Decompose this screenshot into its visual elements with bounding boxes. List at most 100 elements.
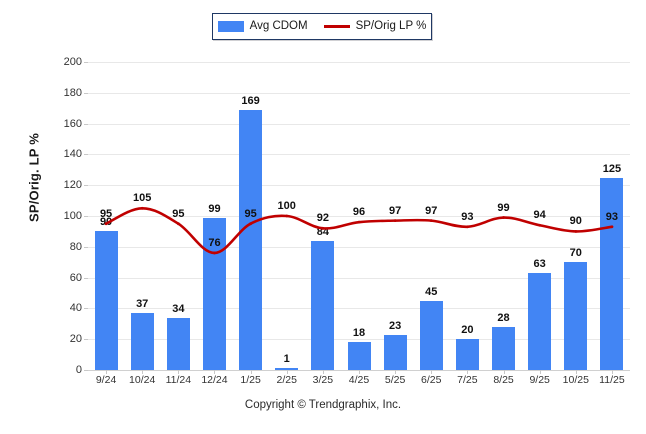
x-tick-label: 6/25 xyxy=(421,374,442,386)
y-tickmark xyxy=(84,154,88,156)
bar[interactable] xyxy=(239,109,263,370)
y-tickmark xyxy=(84,277,88,279)
y-tick-label: 180 xyxy=(63,86,82,99)
line-value-label: 93 xyxy=(461,210,474,223)
line-point[interactable] xyxy=(176,222,180,226)
y-gridline xyxy=(88,308,630,310)
x-tickmark xyxy=(142,370,144,374)
y-tick-label: 60 xyxy=(69,271,82,284)
line-point[interactable] xyxy=(357,220,361,224)
y-tick-label: 100 xyxy=(63,210,82,222)
y-tick-label: 40 xyxy=(69,302,82,315)
bar[interactable] xyxy=(455,339,479,370)
line-point[interactable] xyxy=(429,219,433,223)
x-tick-label: 1/25 xyxy=(240,374,261,386)
line-value-label: 90 xyxy=(569,215,582,228)
x-tick-label: 4/25 xyxy=(348,374,370,386)
bar[interactable] xyxy=(166,317,190,370)
line-value-label: 100 xyxy=(277,200,296,212)
y-tickmark xyxy=(84,339,88,341)
chart-legend: Avg CDOM SP/Orig LP % xyxy=(212,13,432,40)
x-tick-label: 9/24 xyxy=(95,374,117,386)
bar[interactable] xyxy=(600,177,624,370)
y-tick-label: 120 xyxy=(63,179,82,192)
legend-label-avg-cdom: Avg CDOM xyxy=(249,19,308,32)
line-value-label: 95 xyxy=(172,207,185,220)
line-point[interactable] xyxy=(321,226,325,230)
y-tick-label: 140 xyxy=(63,148,82,161)
x-tickmark xyxy=(286,370,288,374)
bar[interactable] xyxy=(564,262,588,370)
line-value-label: 95 xyxy=(244,207,257,220)
x-tickmark xyxy=(106,370,108,374)
bar[interactable] xyxy=(347,342,371,370)
bar[interactable] xyxy=(528,272,552,370)
y-gridline xyxy=(88,185,630,187)
legend-item-sp-orig-lp[interactable]: SP/Orig LP % xyxy=(323,20,426,33)
y-tick-label: 160 xyxy=(63,117,82,130)
legend-item-avg-cdom[interactable]: Avg CDOM xyxy=(217,19,308,33)
x-tick-label: 10/25 xyxy=(562,374,589,386)
x-tickmark xyxy=(503,370,505,374)
bar-value-label: 18 xyxy=(352,327,366,340)
line-point[interactable] xyxy=(285,214,289,218)
line-value-label: 95 xyxy=(99,207,113,220)
y-tick-label: 0 xyxy=(75,364,82,376)
bar-value-label: 125 xyxy=(602,162,622,175)
y-tick-label: 200 xyxy=(63,56,82,68)
line-point[interactable] xyxy=(574,230,578,233)
line-value-label: 94 xyxy=(533,209,546,222)
bar[interactable] xyxy=(130,313,154,370)
y-tickmark xyxy=(84,123,88,125)
x-tickmark xyxy=(575,370,577,374)
line-point[interactable] xyxy=(502,216,505,219)
bar-value-label: 99 xyxy=(208,202,221,215)
bar[interactable] xyxy=(419,300,443,370)
line-point[interactable] xyxy=(249,222,253,226)
line-point[interactable] xyxy=(104,222,108,226)
line-point[interactable] xyxy=(140,206,144,210)
x-tick-label: 5/25 xyxy=(384,374,406,386)
line-point[interactable] xyxy=(610,225,614,229)
x-tick-label: 2/25 xyxy=(276,374,297,386)
bar[interactable] xyxy=(202,217,226,370)
x-tick-label: 3/25 xyxy=(312,374,334,386)
line-point[interactable] xyxy=(213,251,216,255)
x-tickmark xyxy=(214,370,216,374)
x-tick-label: 11/24 xyxy=(165,374,192,386)
line-point[interactable] xyxy=(393,219,397,223)
bar[interactable] xyxy=(94,231,118,370)
x-tick-label: 11/25 xyxy=(599,374,625,386)
y-tickmark xyxy=(84,92,88,94)
bar[interactable] xyxy=(383,334,407,370)
line-value-label: 92 xyxy=(316,212,329,225)
y-gridline xyxy=(88,216,630,217)
x-tick-label: 8/25 xyxy=(493,374,514,386)
y-tickmark xyxy=(84,216,88,217)
y-gridline xyxy=(88,62,630,63)
bar[interactable] xyxy=(311,240,335,370)
line-point[interactable] xyxy=(538,223,542,227)
x-tickmark xyxy=(322,370,324,374)
line-swatch-icon xyxy=(323,25,350,28)
y-tick-label: 80 xyxy=(69,240,82,253)
bar-value-label: 1 xyxy=(283,353,290,366)
line-value-label: 97 xyxy=(389,204,402,217)
y-gridline xyxy=(88,92,630,94)
bar[interactable] xyxy=(492,326,516,370)
bar-value-label: 45 xyxy=(425,285,438,298)
bar[interactable] xyxy=(275,368,299,370)
bar-value-label: 70 xyxy=(569,247,582,260)
line-series-sp-orig-lp xyxy=(104,206,614,255)
y-gridline xyxy=(88,154,630,156)
x-tick-label: 9/25 xyxy=(529,374,550,386)
x-tickmark xyxy=(539,370,541,374)
line-point[interactable] xyxy=(466,225,469,229)
x-tickmark xyxy=(395,370,397,374)
copyright-notice: Copyright © Trendgraphix, Inc. xyxy=(244,399,402,411)
y-gridline xyxy=(88,123,630,125)
line-value-label: 96 xyxy=(352,206,366,219)
y-tickmark xyxy=(84,308,88,310)
y-tickmark xyxy=(84,185,88,187)
